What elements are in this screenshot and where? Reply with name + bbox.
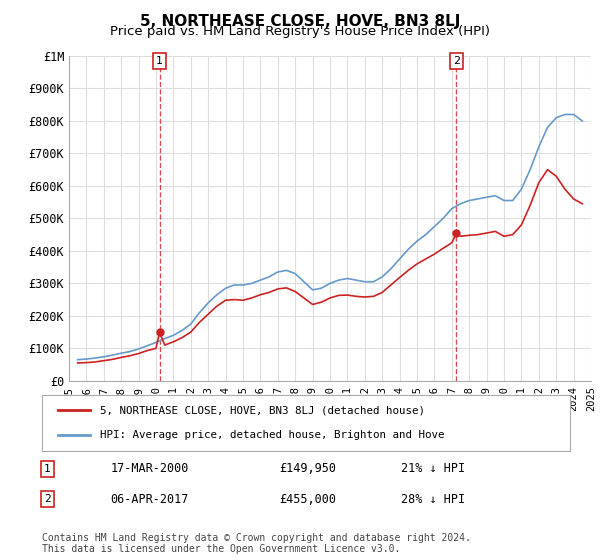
Text: 1: 1 [44,464,50,474]
Text: £149,950: £149,950 [280,463,337,475]
Text: 5, NORTHEASE CLOSE, HOVE, BN3 8LJ (detached house): 5, NORTHEASE CLOSE, HOVE, BN3 8LJ (detac… [100,405,425,416]
Text: £455,000: £455,000 [280,493,337,506]
Text: 2: 2 [44,494,50,504]
Text: 21% ↓ HPI: 21% ↓ HPI [401,463,465,475]
Text: 1: 1 [156,56,163,66]
Text: 5, NORTHEASE CLOSE, HOVE, BN3 8LJ: 5, NORTHEASE CLOSE, HOVE, BN3 8LJ [140,14,460,29]
Text: HPI: Average price, detached house, Brighton and Hove: HPI: Average price, detached house, Brig… [100,430,445,440]
Text: 17-MAR-2000: 17-MAR-2000 [110,463,189,475]
Text: Contains HM Land Registry data © Crown copyright and database right 2024.
This d: Contains HM Land Registry data © Crown c… [42,533,471,554]
Text: 06-APR-2017: 06-APR-2017 [110,493,189,506]
Text: 28% ↓ HPI: 28% ↓ HPI [401,493,465,506]
Text: 2: 2 [453,56,460,66]
Text: Price paid vs. HM Land Registry's House Price Index (HPI): Price paid vs. HM Land Registry's House … [110,25,490,38]
